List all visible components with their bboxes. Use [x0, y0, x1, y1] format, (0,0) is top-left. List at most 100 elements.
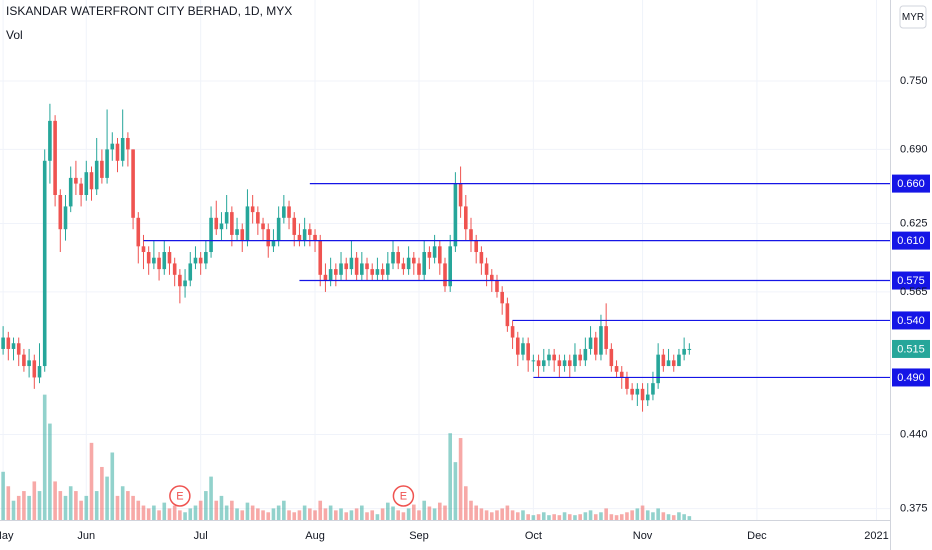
x-tick-label: Sep: [409, 530, 429, 542]
candle-body: [427, 252, 432, 258]
candle-body: [131, 149, 135, 218]
x-tick-label: Nov: [633, 530, 653, 542]
candle-body: [193, 257, 198, 264]
volume-bar: [250, 505, 255, 520]
candle-body: [146, 252, 151, 264]
candle-body: [567, 360, 572, 367]
candle-body: [521, 343, 525, 355]
volume-bar: [58, 491, 63, 520]
volume-bar: [604, 508, 608, 520]
candle-body: [380, 269, 385, 275]
candle-body: [152, 257, 156, 264]
level-label-box: [892, 174, 930, 193]
candle-body: [375, 269, 380, 275]
candle-body: [687, 348, 692, 350]
candle-body: [365, 263, 369, 270]
currency-label[interactable]: MYR: [902, 12, 924, 23]
candle-body: [276, 217, 281, 241]
y-tick-label: 0.750: [900, 75, 928, 87]
candle-body: [354, 257, 359, 275]
candle-body: [500, 291, 504, 304]
volume-bar: [557, 515, 562, 520]
candle-body: [510, 326, 515, 338]
x-tick-label: May: [0, 530, 14, 542]
candle-body: [79, 183, 83, 195]
candle-body: [256, 212, 260, 224]
volume-bar: [1, 471, 5, 520]
x-tick-label: Aug: [305, 530, 325, 542]
level-label: 0.660: [897, 178, 925, 190]
volume-bar: [42, 394, 47, 520]
candle-body: [583, 348, 588, 361]
candle-body: [198, 257, 203, 264]
volume-bar: [438, 502, 442, 520]
volume-bar: [443, 505, 447, 520]
volume-bar: [302, 505, 307, 520]
volume-bar: [640, 505, 645, 520]
volume-bar: [89, 442, 94, 520]
volume-bar: [401, 512, 406, 520]
volume-bar: [297, 510, 302, 520]
candle-body: [162, 252, 167, 270]
volume-bar: [193, 505, 198, 520]
volume-bar: [552, 514, 556, 520]
volume-bar: [32, 481, 37, 520]
level-label: 0.575: [897, 275, 925, 287]
volume-bar: [599, 512, 603, 520]
candle-body: [625, 377, 629, 389]
axes: 0.375 0.440 0.565 0.625 0.690 0.750 May Jun Jul A…: [0, 75, 928, 542]
level-label-box: [892, 368, 930, 387]
candle-body: [63, 206, 68, 230]
candle-body: [453, 183, 458, 247]
volume-bar: [541, 512, 546, 520]
volume-bar: [427, 506, 432, 520]
candle-body: [651, 383, 655, 395]
volume-bar: [515, 512, 520, 520]
volume-bar: [521, 510, 525, 520]
volume-bar: [417, 510, 421, 520]
volume-bar: [380, 508, 385, 520]
volume-bar: [328, 505, 333, 520]
volume-bar: [287, 510, 291, 520]
volume-bar: [412, 504, 416, 520]
candle-body: [562, 360, 567, 367]
volume-bar: [635, 508, 640, 520]
level-label-box: [892, 271, 930, 290]
candle-body: [422, 252, 427, 275]
candle-body: [178, 274, 182, 287]
volume-bar: [630, 510, 634, 520]
level-label: 0.610: [897, 235, 925, 247]
volume-bar: [100, 466, 104, 520]
candle-body: [547, 354, 551, 361]
level-label: 0.490: [897, 372, 925, 384]
candle-body: [157, 257, 161, 270]
candle-body: [593, 337, 598, 355]
candle-body: [489, 274, 494, 281]
candle-body: [495, 280, 499, 292]
candle-body: [412, 257, 416, 264]
earnings-marker: [169, 485, 191, 507]
volume-bar: [677, 512, 681, 520]
volume-bar: [448, 433, 452, 520]
candle-body: [531, 360, 536, 362]
volume-bar: [172, 505, 177, 520]
price-pane: [1, 103, 692, 412]
volume-bar: [318, 500, 323, 520]
candle-body: [89, 172, 94, 190]
volume-bar: [656, 508, 660, 520]
volume-bar: [505, 505, 510, 520]
volume-bar: [593, 514, 598, 520]
volume-bar: [547, 515, 551, 520]
candle-body: [349, 257, 354, 270]
volume-bar: [230, 500, 234, 520]
candle-body: [599, 326, 603, 355]
volume-bar: [22, 491, 26, 520]
candle-body: [261, 223, 265, 230]
candle-body: [1, 337, 5, 349]
level-label-box: [892, 231, 930, 250]
volume-bar: [375, 514, 380, 520]
currency-button[interactable]: [899, 5, 927, 29]
candle-body: [271, 240, 276, 247]
volume-bar: [531, 515, 536, 520]
